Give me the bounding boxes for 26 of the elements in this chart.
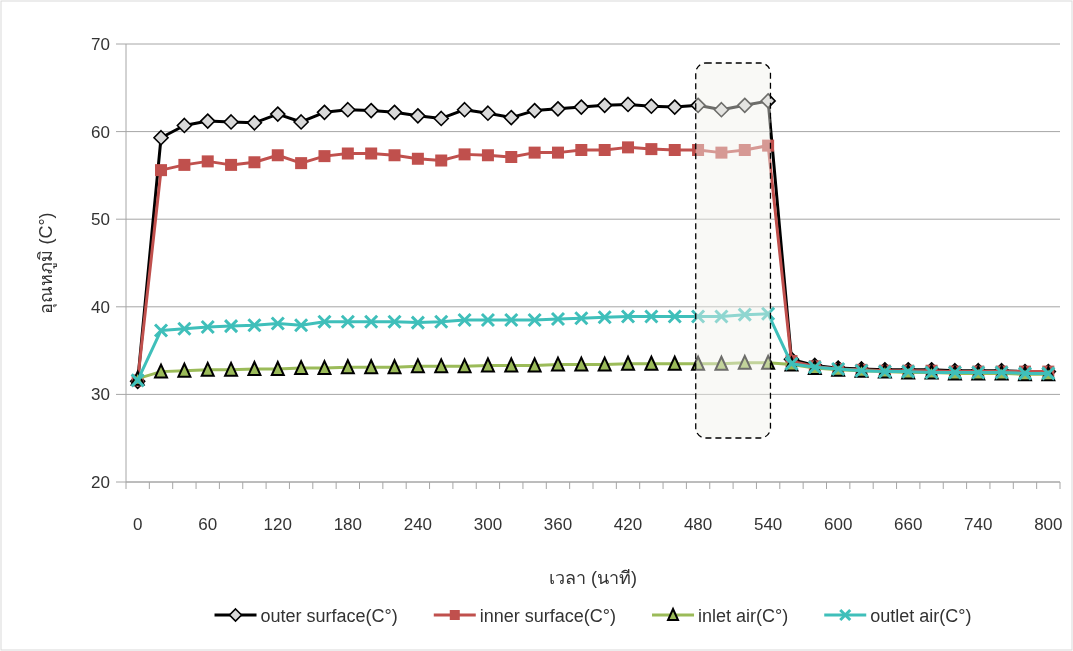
legend-label: outlet air(C°)	[870, 606, 972, 626]
x-tick-label: 60	[198, 515, 218, 534]
x-tick-label: 360	[543, 515, 573, 534]
y-axis-title: อุณหภูมิ (C°)	[36, 212, 57, 314]
x-tick-label: 300	[473, 515, 503, 534]
legend-label: inner surface(C°)	[479, 606, 617, 626]
x-tick-label: 800	[1034, 515, 1063, 534]
y-tick-label: 70	[91, 35, 110, 54]
legend-label: outer surface(C°)	[260, 606, 398, 626]
y-tick-label: 30	[91, 385, 110, 405]
x-tick-label: 120	[263, 515, 292, 534]
x-tick-label: 480	[683, 515, 713, 534]
y-tick-label: 20	[91, 473, 110, 492]
x-tick-label: 660	[894, 515, 923, 534]
y-tick-label: 60	[91, 122, 110, 142]
x-tick-label: 180	[333, 515, 363, 534]
x-tick-label: 0	[132, 515, 143, 534]
legend-label: inlet air(C°)	[698, 606, 789, 626]
x-tick-label: 600	[823, 515, 853, 534]
x-tick-label: 240	[403, 515, 433, 534]
y-tick-label: 50	[91, 210, 110, 230]
x-tick-label: 540	[753, 515, 783, 534]
y-tick-label: 40	[91, 297, 110, 317]
x-tick-label: 420	[613, 515, 643, 534]
x-axis-title: เวลา (นาที)	[549, 568, 637, 588]
x-tick-label: 740	[964, 515, 993, 534]
